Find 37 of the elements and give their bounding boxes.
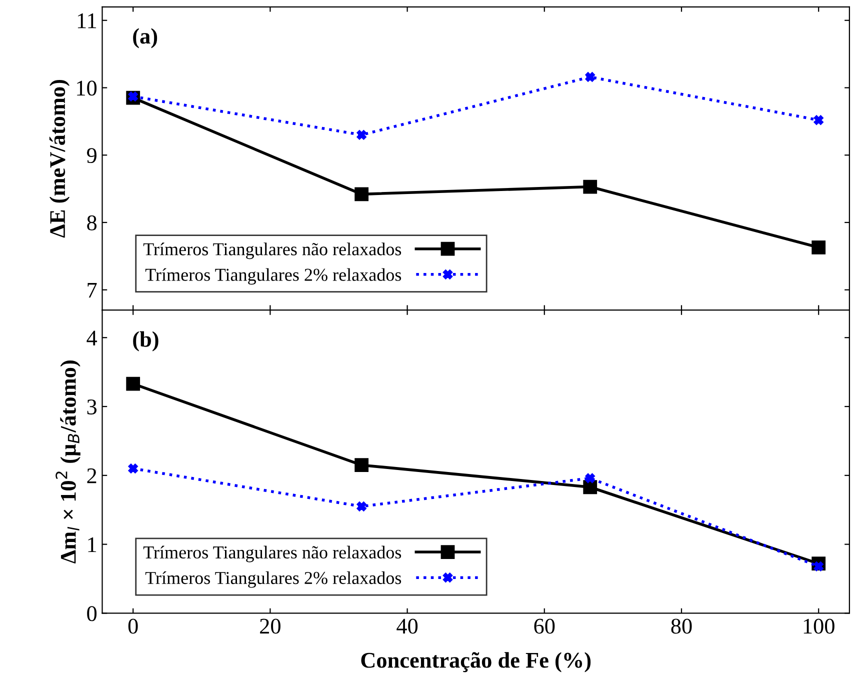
y-tick-label: 4 bbox=[86, 330, 98, 346]
point bbox=[583, 480, 598, 494]
y-tick-label: 3 bbox=[87, 400, 97, 414]
y-tick-label: 10 bbox=[77, 80, 97, 96]
x-tick-label: 40 bbox=[396, 618, 418, 634]
point bbox=[812, 240, 826, 254]
y-tick-label: 8 bbox=[87, 215, 97, 230]
y-tick-label: 11 bbox=[78, 13, 96, 28]
annotation: (b) bbox=[133, 331, 158, 352]
x-tick-label: 20 bbox=[260, 618, 280, 634]
x-tick-label: 80 bbox=[671, 618, 692, 634]
x-axis-title: Concentração de Fe (%) bbox=[361, 652, 591, 672]
point bbox=[356, 130, 366, 140]
x-tick-label: 100 bbox=[804, 618, 834, 634]
point bbox=[585, 72, 595, 82]
annotation: (a) bbox=[133, 28, 158, 48]
y-tick-label: 2 bbox=[87, 468, 96, 484]
legend-label: Trímeros Tiangulares não relaxados bbox=[143, 546, 402, 562]
point bbox=[585, 473, 595, 484]
y-tick-label: 1 bbox=[88, 537, 96, 552]
y-axis-title: Δm$_{l}$ × 10$^{2}$ (μ$_{B}$/átomo) bbox=[56, 360, 80, 564]
point bbox=[814, 115, 824, 125]
point bbox=[583, 180, 598, 194]
point bbox=[356, 502, 366, 512]
point bbox=[354, 458, 369, 472]
point bbox=[354, 187, 369, 202]
y-tick-label: 7 bbox=[88, 282, 97, 298]
y-axis-title: ΔE (meV/átomo) bbox=[49, 80, 70, 238]
legend-label: Trímeros Tiangulares 2% relaxados bbox=[145, 571, 402, 588]
x-tick-label: 0 bbox=[128, 618, 138, 634]
point bbox=[128, 464, 138, 474]
x-tick-label: 60 bbox=[534, 618, 555, 634]
y-tick-label: 9 bbox=[86, 148, 96, 164]
legend-label: Trímeros Tiangulares não relaxados bbox=[143, 242, 402, 260]
point bbox=[126, 376, 140, 391]
y-tick-label: 0 bbox=[87, 606, 97, 622]
legend-label: Trímeros Tiangulares 2% relaxados bbox=[145, 268, 402, 285]
